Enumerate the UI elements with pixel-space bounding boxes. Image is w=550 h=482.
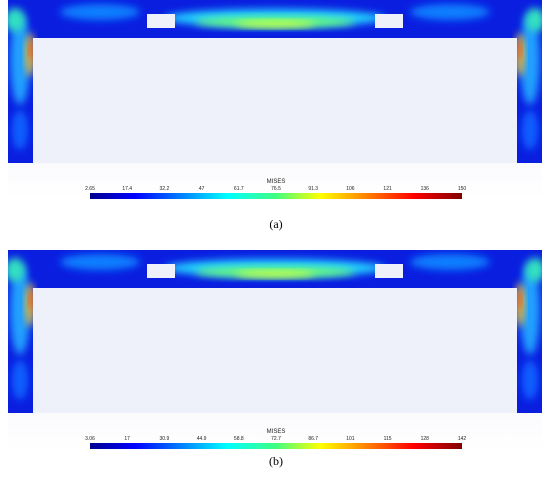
- opening: [375, 264, 403, 278]
- stress-blob: [520, 265, 540, 355]
- stress-blob: [8, 8, 25, 32]
- interior: [33, 38, 517, 163]
- stress-blob: [10, 265, 30, 355]
- stress-blob: [522, 360, 538, 400]
- colorbar: [90, 193, 462, 199]
- stress-blob: [235, 21, 315, 27]
- interior: [33, 288, 517, 413]
- legend-title: MISES: [267, 429, 286, 435]
- colorbar-tick-label: 91.3: [308, 186, 318, 192]
- stress-blob: [60, 254, 140, 270]
- colorbar-tick-label: 3.06: [85, 436, 95, 442]
- colorbar-tick-label: 61.7: [234, 186, 244, 192]
- stress-blob: [29, 290, 33, 310]
- colorbar-tick-label: 86.7: [308, 436, 318, 442]
- colorbar-tick-label: 32.2: [160, 186, 170, 192]
- stress-blob: [517, 40, 521, 60]
- colorbar-tick-label: 2.65: [85, 186, 95, 192]
- colorbar-tick-label: 136: [421, 186, 430, 192]
- stress-blob: [410, 4, 490, 20]
- stress-blob: [12, 360, 28, 400]
- stress-blob: [12, 110, 28, 150]
- colorbar-tick-label: 72.7: [271, 436, 281, 442]
- panel: MISES 3.06 17 30.9 44.9 58.8 72.7 86.7 101 115 128…: [8, 250, 542, 450]
- colorbar-tick-label: 115: [384, 436, 392, 442]
- colorbar-tick-label: 101: [346, 436, 355, 442]
- caption: (a): [269, 217, 282, 231]
- colorbar-tick-label: 47: [199, 186, 205, 192]
- colorbar-tick-label: 17: [124, 436, 130, 442]
- opening: [147, 14, 175, 28]
- colorbar: [90, 443, 462, 449]
- stress-blob: [525, 8, 542, 32]
- colorbar-tick-label: 58.8: [234, 436, 244, 442]
- legend-title: MISES: [267, 179, 286, 185]
- stress-blob: [520, 15, 540, 105]
- stress-blob: [8, 258, 25, 282]
- colorbar-tick-label: 17.4: [122, 186, 132, 192]
- caption: (b): [269, 454, 283, 468]
- stress-blob: [517, 290, 521, 310]
- stress-blob: [29, 40, 33, 60]
- stress-blob: [522, 110, 538, 150]
- colorbar-tick-label: 76.5: [271, 186, 281, 192]
- colorbar-tick-label: 121: [383, 186, 392, 192]
- opening: [147, 264, 175, 278]
- colorbar-tick-label: 150: [458, 186, 467, 192]
- colorbar-tick-label: 44.9: [197, 436, 207, 442]
- stress-blob: [525, 258, 542, 282]
- stress-blob: [410, 254, 490, 270]
- panel: MISES 2.65 17.4 32.2 47 61.7 76.5 91.3 106 121 136…: [8, 0, 542, 200]
- colorbar-tick-label: 128: [421, 436, 430, 442]
- stress-blob: [10, 15, 30, 105]
- stress-blob: [60, 4, 140, 20]
- stress-blob: [235, 271, 315, 277]
- colorbar-tick-label: 106: [346, 186, 355, 192]
- colorbar-tick-label: 142: [458, 436, 467, 442]
- opening: [375, 14, 403, 28]
- colorbar-tick-label: 30.9: [160, 436, 170, 442]
